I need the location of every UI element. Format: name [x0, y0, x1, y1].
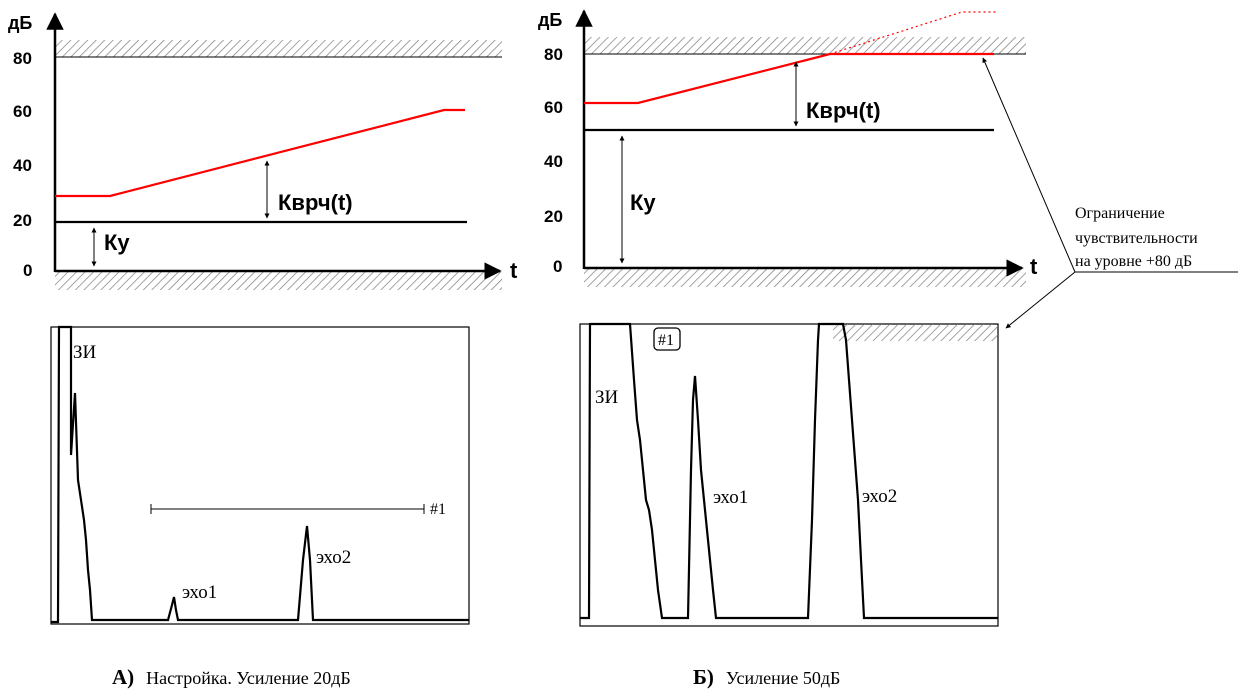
tvg-label: Кврч(t) [806, 98, 881, 123]
caption-a: А) Настройка. Усиление 20дБ [112, 665, 351, 689]
echo1-label: эхо1 [182, 582, 217, 603]
gain-label: Ку [104, 230, 130, 255]
panel-b-screen: ЗИ эхо1 эхо2 #1 [579, 322, 999, 627]
annotation-line-2: чувствительности [1075, 230, 1198, 247]
tick-60: 60 [13, 102, 32, 121]
limit-annotation: Ограничение чувствительности на уровне +… [982, 57, 1238, 329]
zero-hatch [584, 269, 1026, 287]
caption-b-text: Усиление 50дБ [726, 668, 840, 688]
y-unit-label: дБ [538, 10, 562, 30]
x-unit-label: t [1030, 254, 1038, 279]
annotation-pointer-graph [982, 57, 1076, 273]
echo2-label: эхо2 [862, 486, 897, 507]
tick-60: 60 [544, 98, 563, 117]
zi-label: ЗИ [595, 387, 619, 408]
tick-20: 20 [544, 207, 563, 226]
tick-20: 20 [13, 211, 32, 230]
zi-label: ЗИ [73, 342, 97, 363]
tick-80: 80 [13, 49, 32, 68]
gate-marker-box [653, 327, 681, 351]
annotation-line-3: на уровне +80 дБ [1075, 253, 1192, 270]
caption-b-letter: Б) [693, 665, 714, 689]
tick-0: 0 [23, 261, 32, 280]
screen-limit-hatch [833, 324, 998, 341]
screen-frame [579, 323, 999, 627]
x-unit-label: t [510, 258, 518, 283]
caption-a-text: Настройка. Усиление 20дБ [146, 668, 351, 688]
tick-40: 40 [544, 152, 563, 171]
tvg-curve [55, 108, 465, 198]
limit-hatch [55, 40, 502, 57]
a-scan-trace [580, 322, 998, 620]
caption-b: Б) Усиление 50дБ [693, 665, 840, 689]
tick-40: 40 [13, 156, 32, 175]
tick-80: 80 [544, 45, 563, 64]
zero-hatch [55, 272, 502, 290]
caption-a-letter: А) [112, 665, 134, 689]
panel-a-graph: дБ t 80 60 40 20 0 Ку Кврч(t) [8, 12, 518, 290]
annotation-pointer-screen [1005, 271, 1076, 329]
limit-hatch [584, 37, 1026, 54]
gate-label: #1 [658, 332, 674, 349]
annotation-line-1: Ограничение [1075, 205, 1165, 222]
echo2-label: эхо2 [316, 547, 351, 568]
tvg-curve-unlimited [829, 11, 996, 55]
gain-label: Ку [630, 190, 656, 215]
a-scan-trace [51, 325, 469, 624]
tvg-curve [584, 52, 994, 105]
tick-0: 0 [553, 257, 562, 276]
panel-b-graph: дБ t 80 60 40 20 0 Ку Кврч(t) [538, 9, 1038, 287]
screen-frame [50, 326, 470, 625]
y-unit-label: дБ [8, 13, 32, 33]
gate-label: #1 [430, 501, 446, 518]
echo1-label: эхо1 [713, 487, 748, 508]
panel-a-screen: ЗИ эхо1 эхо2 #1 [50, 325, 470, 625]
tvg-label: Кврч(t) [278, 190, 353, 215]
